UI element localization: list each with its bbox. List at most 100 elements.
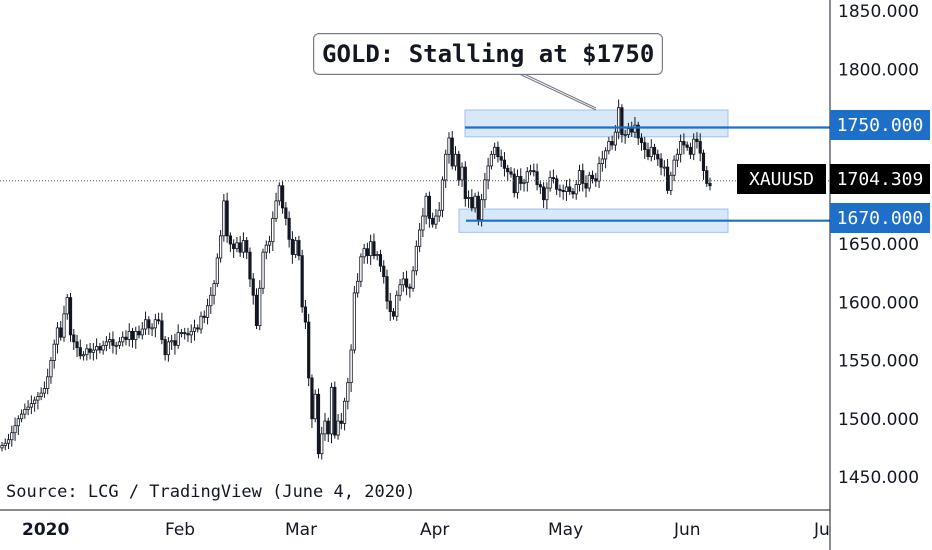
candle: [466, 190, 471, 208]
candle: [91, 343, 95, 361]
candle-body: [33, 399, 37, 405]
candle-body: [502, 159, 507, 169]
candle: [528, 164, 533, 176]
candle: [434, 209, 438, 229]
candle-body: [493, 146, 497, 155]
candle: [114, 341, 118, 355]
candle: [685, 141, 689, 151]
candle-body: [65, 297, 69, 315]
candle-body: [0, 445, 4, 449]
candle-body: [59, 327, 63, 338]
candle: [336, 414, 340, 440]
candle: [669, 171, 673, 196]
candle: [104, 336, 109, 352]
candle-body: [538, 184, 542, 188]
x-tick-label: 2020: [22, 520, 69, 540]
candle: [522, 178, 526, 192]
candle: [483, 172, 487, 208]
candle: [649, 139, 653, 162]
candle-body: [679, 141, 683, 155]
candle-body: [124, 336, 128, 340]
candle: [143, 311, 148, 335]
candle-body: [121, 336, 125, 343]
candle: [401, 271, 405, 292]
candle: [303, 299, 308, 330]
candle-body: [607, 141, 611, 152]
candle-body: [388, 300, 392, 312]
candle: [489, 150, 494, 170]
y-tick-label: 1550.000: [838, 352, 919, 372]
candle: [532, 163, 536, 177]
candle: [19, 409, 24, 423]
candle: [346, 377, 350, 410]
candle: [659, 153, 663, 176]
chart-title: GOLD: Stalling at $1750: [322, 40, 655, 68]
candle-body: [183, 332, 187, 335]
candle: [134, 326, 138, 349]
candle-body: [46, 376, 50, 389]
candle: [176, 324, 180, 349]
y-tick-label: 1600.000: [838, 293, 919, 313]
candle: [16, 415, 20, 436]
candle-body: [277, 185, 281, 202]
candle-body: [95, 346, 99, 351]
candle: [587, 171, 591, 192]
candle: [643, 136, 647, 159]
candle-body: [685, 144, 689, 148]
candle: [646, 142, 650, 161]
candle-body: [398, 284, 402, 296]
candle-body: [590, 174, 595, 180]
candle-body: [600, 158, 604, 165]
candle-body: [639, 137, 644, 144]
candle: [6, 433, 11, 450]
candle-body: [675, 153, 679, 161]
candle-body: [294, 240, 298, 255]
candle: [692, 133, 696, 161]
candle: [212, 280, 216, 305]
candle: [388, 292, 392, 321]
candle: [440, 176, 445, 218]
candle-body: [85, 348, 89, 356]
candle: [470, 189, 474, 212]
candle: [130, 327, 135, 348]
y-tick-label: 1450.000: [838, 468, 919, 488]
candle-body: [408, 286, 412, 289]
candle: [10, 425, 14, 447]
candle-body: [542, 186, 546, 201]
candle-body: [375, 254, 379, 257]
candle-body: [665, 166, 670, 191]
y-tick-label: 1800.000: [838, 60, 919, 80]
candle-body: [617, 107, 621, 133]
candle-body: [391, 311, 396, 317]
candle: [424, 192, 428, 225]
candle-body: [215, 257, 219, 285]
candle: [555, 175, 559, 196]
candle-body: [476, 195, 480, 220]
candle: [444, 149, 448, 189]
candle-body: [620, 107, 624, 135]
candle-body: [26, 406, 30, 410]
candle-body: [23, 409, 27, 415]
candle: [509, 167, 513, 178]
candle-body: [6, 439, 11, 444]
candle-body: [163, 339, 167, 356]
candle-body: [362, 248, 366, 258]
candle-body: [453, 153, 458, 167]
candle: [310, 374, 314, 429]
candle: [179, 329, 184, 338]
candle-body: [626, 128, 631, 135]
candle: [460, 162, 464, 187]
candle-body: [143, 319, 148, 330]
candle-body: [212, 283, 216, 296]
candle: [385, 269, 389, 310]
candle-body: [251, 278, 255, 296]
candle-body: [339, 420, 343, 424]
candle-body: [248, 251, 252, 280]
candle-body: [157, 319, 161, 322]
candle: [339, 412, 343, 430]
candle-body: [349, 349, 353, 384]
candle-body: [594, 178, 598, 182]
candle-body: [153, 319, 157, 329]
candle: [561, 184, 565, 200]
